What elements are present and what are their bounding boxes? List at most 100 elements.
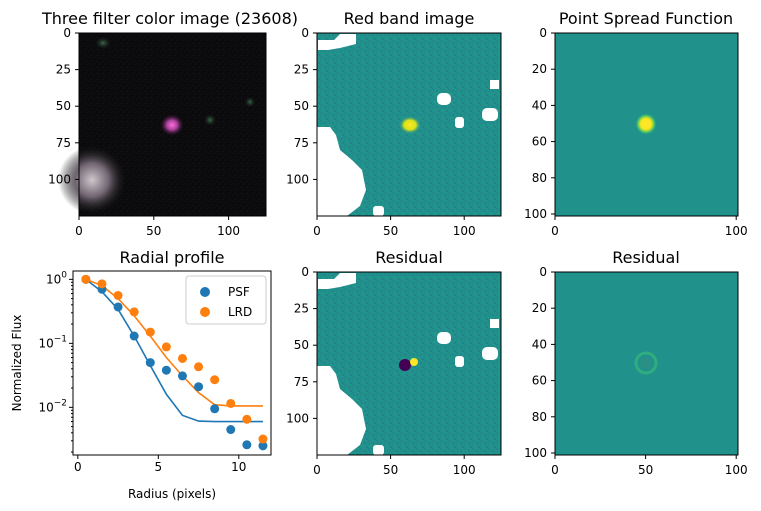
axes-frame bbox=[316, 32, 502, 217]
masked-region bbox=[318, 273, 356, 289]
y-tick-label: 100 bbox=[46, 270, 67, 286]
psf-data-point bbox=[145, 358, 155, 368]
panel-title: Residual bbox=[612, 248, 680, 267]
x-ticks: 0 50 100 bbox=[75, 216, 240, 238]
psf-data-point bbox=[129, 331, 139, 341]
residual-ring bbox=[634, 351, 658, 375]
profile-points bbox=[81, 274, 268, 451]
panel-residual-psf: Residual 0 50 100 0 20 40 60 80 100 bbox=[524, 248, 748, 477]
masked-region bbox=[437, 332, 451, 344]
masked-region bbox=[490, 80, 499, 89]
y-ticks: 0 25 50 75 100 bbox=[286, 26, 317, 186]
masked-region bbox=[317, 366, 366, 455]
y-tick-label: 100 bbox=[524, 446, 547, 460]
x-tick-label: 0 bbox=[313, 224, 321, 238]
target-source bbox=[399, 116, 421, 134]
x-ticks: 0 100 bbox=[551, 216, 748, 238]
y-tick-label: 10−2 bbox=[38, 398, 67, 414]
x-tick-label: 0 bbox=[551, 224, 559, 238]
y-tick-label: 100 bbox=[524, 207, 547, 221]
masked-region bbox=[490, 319, 499, 328]
y-tick-label: 60 bbox=[532, 135, 547, 149]
y-axis-label: Normalized Flux bbox=[10, 315, 24, 412]
lrd-data-point bbox=[242, 414, 252, 424]
masked-region bbox=[317, 127, 366, 216]
lrd-data-point bbox=[97, 279, 107, 289]
x-tick-label: 10 bbox=[231, 460, 246, 474]
y-tick-label: 20 bbox=[532, 301, 547, 315]
x-tick-label: 100 bbox=[725, 224, 748, 238]
red-band-pixels bbox=[317, 33, 501, 216]
y-tick-label: 0 bbox=[63, 26, 71, 40]
legend-marker-psf bbox=[200, 287, 210, 297]
panel-psf: Point Spread Function 0 100 0 20 40 60 8… bbox=[524, 9, 748, 238]
y-ticks: 0 25 50 75 100 bbox=[48, 26, 79, 186]
panel-color-image: Three filter color image (23608) 0 50 10… bbox=[41, 9, 298, 238]
masked-region bbox=[455, 117, 464, 128]
x-ticks: 0 50 100 bbox=[313, 216, 476, 238]
y-tick-label: 25 bbox=[56, 63, 71, 77]
psf-data-point bbox=[113, 302, 123, 312]
lrd-data-point bbox=[210, 375, 220, 385]
panel-title: Red band image bbox=[344, 9, 475, 28]
y-tick-label: 75 bbox=[294, 375, 309, 389]
psf-data-point bbox=[210, 404, 220, 414]
y-tick-label: 50 bbox=[294, 99, 309, 113]
y-tick-label: 80 bbox=[532, 410, 547, 424]
x-tick-label: 100 bbox=[453, 224, 476, 238]
galaxy-blob bbox=[58, 146, 126, 214]
x-tick-label: 50 bbox=[146, 224, 161, 238]
y-tick-label: 0 bbox=[539, 26, 547, 40]
lrd-data-point bbox=[194, 362, 204, 372]
panel-title: Three filter color image (23608) bbox=[41, 9, 298, 28]
panel-title: Residual bbox=[375, 248, 443, 267]
psf-data-point bbox=[177, 371, 187, 381]
legend-box bbox=[185, 275, 267, 325]
masked-region bbox=[373, 206, 384, 216]
legend-label-lrd: LRD bbox=[228, 305, 252, 319]
legend-label-psf: PSF bbox=[228, 285, 250, 299]
x-axis-label: Radius (pixels) bbox=[128, 487, 216, 501]
profile-ticks: 0 5 10 bbox=[74, 455, 246, 474]
axes-frame bbox=[554, 32, 739, 217]
panel-title: Radial profile bbox=[119, 248, 224, 267]
legend: PSF LRD bbox=[185, 275, 267, 325]
x-tick-label: 50 bbox=[638, 463, 653, 477]
y-tick-label: 25 bbox=[294, 63, 309, 77]
y-tick-label: 100 bbox=[48, 172, 71, 186]
masked-region bbox=[455, 356, 464, 367]
x-tick-label: 100 bbox=[725, 463, 748, 477]
psf-data-point bbox=[226, 425, 236, 435]
y-tick-label: 25 bbox=[294, 302, 309, 316]
lrd-data-point bbox=[177, 353, 187, 363]
legend-marker-lrd bbox=[200, 307, 210, 317]
profile-y-tick-labels: 100 10−1 10−2 bbox=[38, 270, 73, 453]
y-tick-label: 100 bbox=[286, 172, 309, 186]
psf-data-point bbox=[161, 365, 171, 375]
panel-title: Point Spread Function bbox=[559, 9, 733, 28]
lrd-data-point bbox=[129, 307, 139, 317]
y-ticks: 0 20 40 60 80 100 bbox=[524, 26, 555, 221]
lrd-data-point bbox=[113, 290, 123, 300]
y-tick-label: 0 bbox=[301, 26, 309, 40]
panel-red-band: Red band image 0 50 100 0 25 50 75 100 bbox=[286, 9, 502, 238]
x-ticks: 0 50 100 bbox=[313, 455, 476, 477]
target-source bbox=[160, 114, 184, 136]
y-tick-label: 0 bbox=[539, 265, 547, 279]
residual-positive bbox=[410, 358, 418, 366]
lrd-data-point bbox=[81, 274, 91, 284]
y-ticks: 0 20 40 60 80 100 bbox=[524, 265, 555, 460]
x-tick-label: 0 bbox=[74, 460, 82, 474]
x-tick-label: 100 bbox=[453, 463, 476, 477]
lrd-data-point bbox=[226, 398, 236, 408]
psf-core bbox=[635, 113, 657, 135]
y-tick-label: 75 bbox=[56, 136, 71, 150]
axes-frame bbox=[316, 271, 502, 456]
x-tick-label: 0 bbox=[75, 224, 83, 238]
psf-data-point bbox=[258, 441, 268, 451]
y-tick-label: 40 bbox=[532, 337, 547, 351]
axes-frame bbox=[78, 32, 267, 217]
y-tick-label: 50 bbox=[294, 338, 309, 352]
x-tick-label: 50 bbox=[383, 463, 398, 477]
